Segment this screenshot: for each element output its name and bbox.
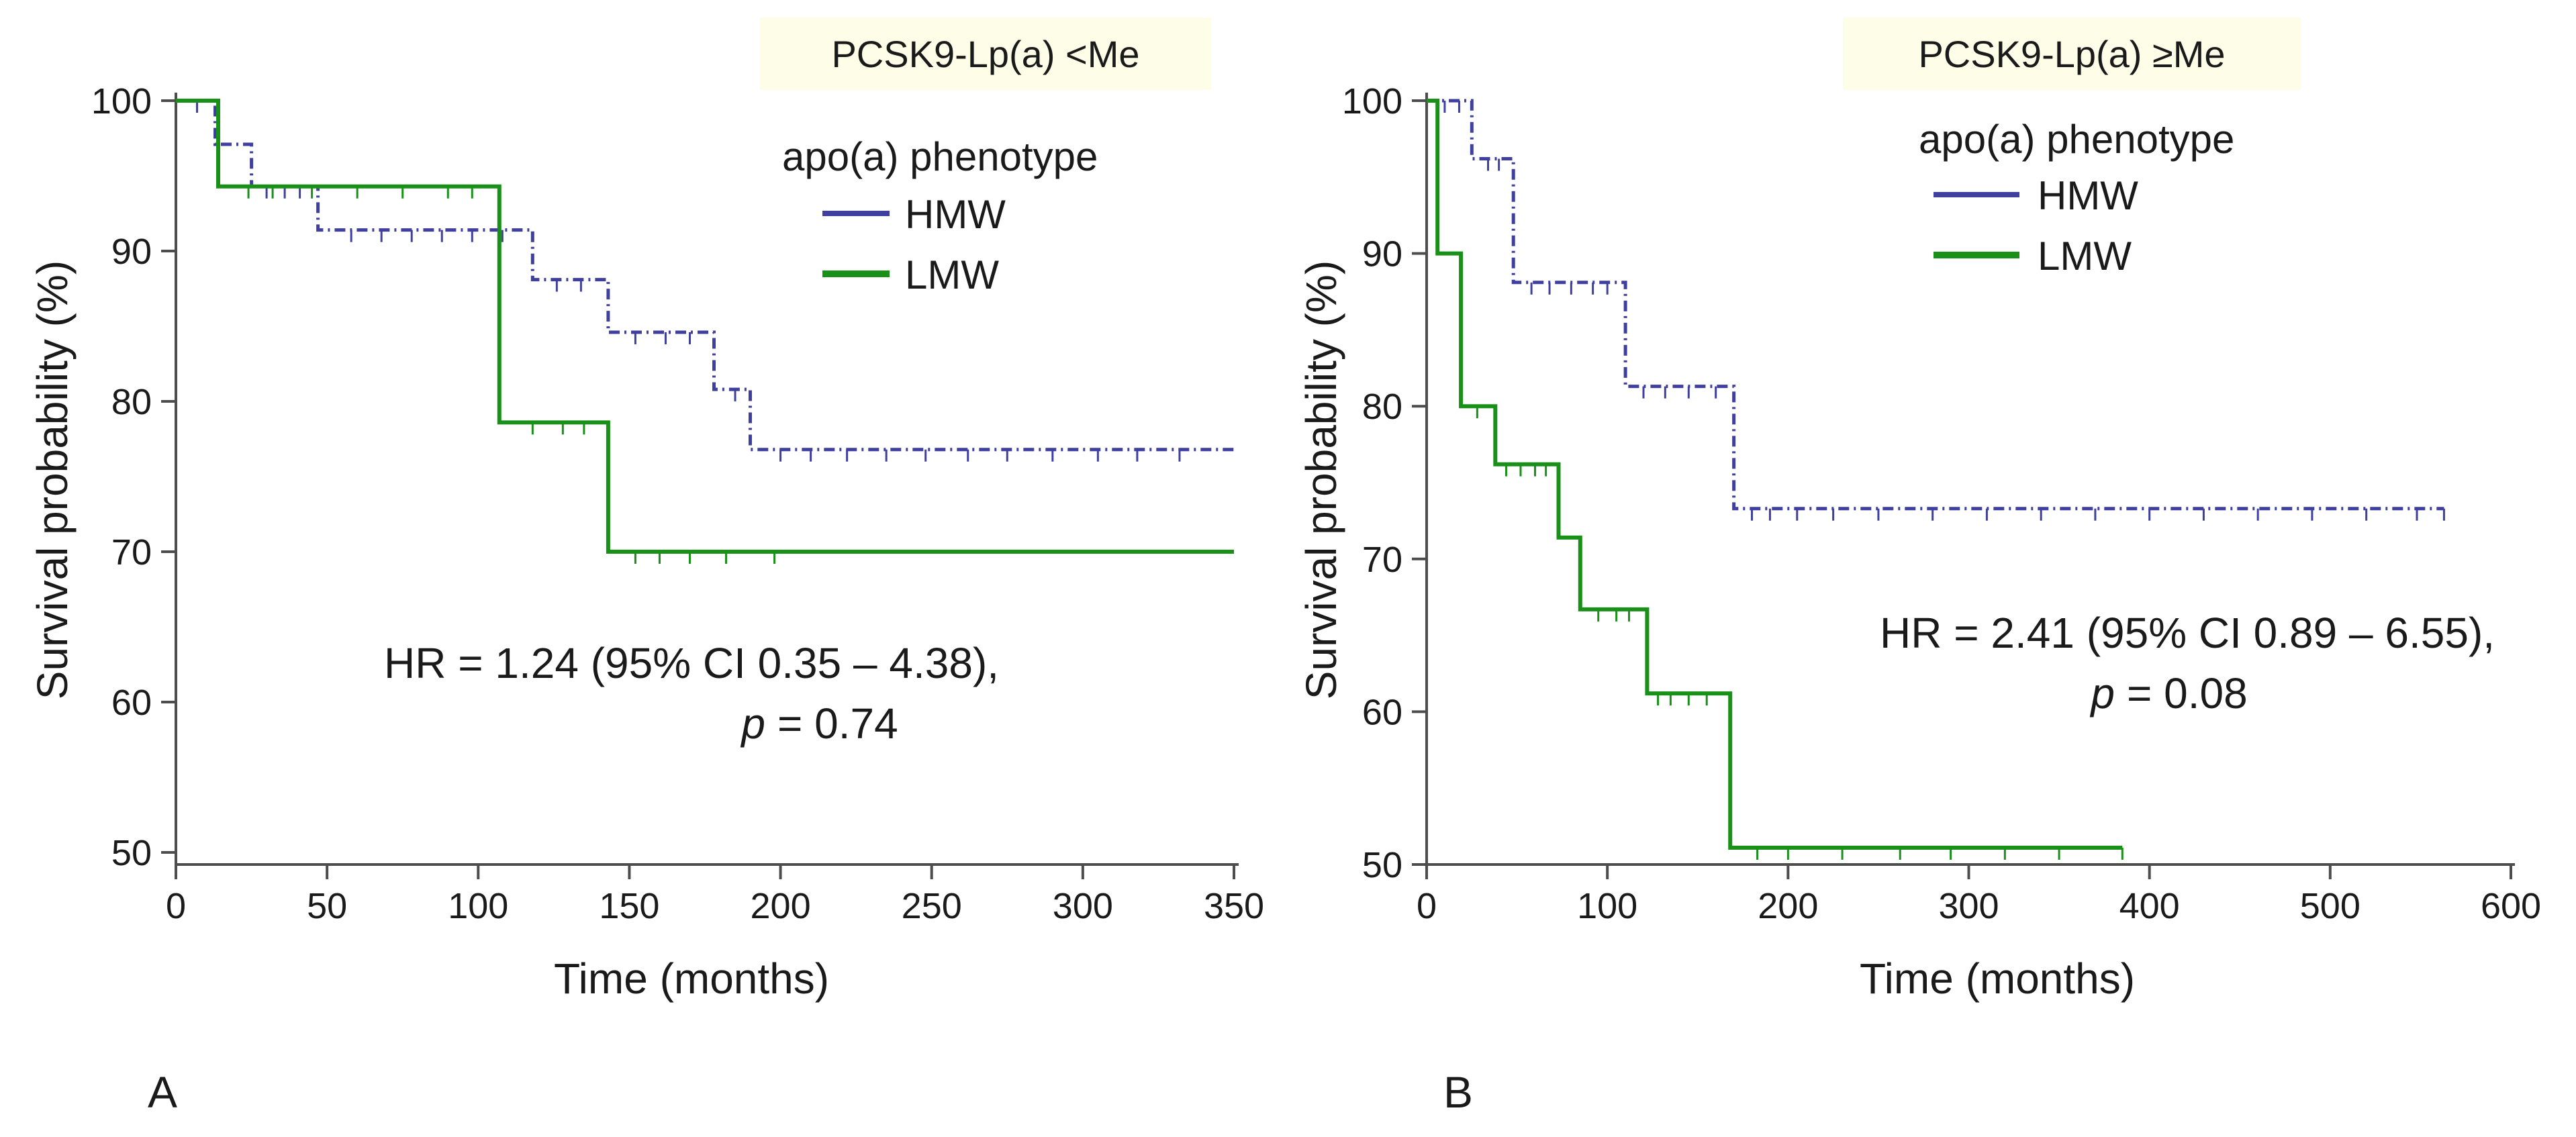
- panel-b-y-tick-label: 70: [1362, 540, 1402, 580]
- panel-b-hmw-curve: [1427, 99, 2444, 511]
- panel-b-x-tick-label: 100: [1577, 886, 1637, 926]
- panel-b-legend: apo(a) phenotype HMW LMW: [1919, 117, 2234, 279]
- panel-b-y-tick-label: 50: [1362, 845, 1402, 885]
- panel-b-x-tick-label: 500: [2300, 886, 2360, 926]
- panel-a-y-tick-label: 80: [111, 382, 152, 422]
- panel-b-y-tick-label: 100: [1342, 81, 1402, 121]
- panel-a-legend-hmw-label: HMW: [905, 192, 1006, 237]
- panel-a-p-value: = 0.74: [777, 699, 898, 748]
- panel-a-x-tick-label: 300: [1053, 886, 1113, 926]
- panel-a-y-tick-label: 50: [111, 833, 152, 873]
- panel-b-x-tick-label: 200: [1758, 886, 1818, 926]
- panel-a-x-tick-label: 350: [1204, 886, 1264, 926]
- panel-b-x-tick-label: 300: [1938, 886, 1999, 926]
- panel-b-p-symbol: p: [2089, 669, 2115, 718]
- panel-b-y-tick-label: 60: [1362, 692, 1402, 732]
- panel-a-x-tick-label: 100: [448, 886, 508, 926]
- panel-a-y-tick-label: 90: [111, 232, 152, 272]
- panel-a-legend-lmw-label: LMW: [905, 252, 999, 297]
- panel-b-hr-text: HR = 2.41 (95% CI 0.89 – 6.55),: [1880, 609, 2495, 657]
- panel-a-x-axis-title: Time (months): [554, 954, 829, 1003]
- panel-b-legend-title: apo(a) phenotype: [1919, 117, 2234, 162]
- panel-b-y-axis-title: Survival probability (%): [1297, 260, 1345, 699]
- panel-a-subset-label: PCSK9-Lp(a) <Me: [831, 33, 1139, 75]
- panel-b-x-axis-title: Time (months): [1860, 954, 2135, 1003]
- panel-a-lmw-curve: [176, 99, 1234, 554]
- panel-a-p-symbol: p: [740, 699, 765, 748]
- panel-a-x-tick-label: 200: [751, 886, 811, 926]
- panel-a: PCSK9-Lp(a) <Me 0 50 100 150 200 250 300 350 50 6…: [28, 17, 1264, 1117]
- panel-a-legend: apo(a) phenotype HMW LMW: [782, 134, 1098, 297]
- panel-a-hr-text: HR = 1.24 (95% CI 0.35 – 4.38),: [384, 639, 999, 687]
- panel-b: PCSK9-Lp(a) ≥Me 0 100 200 300 400 500 600 50 60 7…: [1297, 17, 2541, 1117]
- panel-a-subset-box: [760, 17, 1211, 90]
- panel-b-x-tick-label: 600: [2481, 886, 2541, 926]
- panel-a-x-tick-label: 0: [166, 886, 186, 926]
- panel-b-letter: B: [1443, 1067, 1473, 1117]
- panel-a-letter: A: [148, 1067, 177, 1117]
- panel-b-subset-label: PCSK9-Lp(a) ≥Me: [1918, 33, 2225, 75]
- panel-b-lmw-curve: [1427, 99, 2123, 850]
- panel-a-axes: [175, 93, 1239, 866]
- panel-b-y-tick-label: 80: [1362, 387, 1402, 427]
- panel-b-subset-box: [1843, 17, 2301, 90]
- panel-a-y-tick-label: 60: [111, 683, 152, 723]
- panel-b-legend-lmw-label: LMW: [2038, 234, 2132, 279]
- panel-b-legend-hmw-label: HMW: [2038, 173, 2138, 218]
- panel-a-x-tick-label: 50: [307, 886, 347, 926]
- panel-a-y-axis-title: Survival probability (%): [28, 260, 77, 699]
- panel-b-x-tick-label: 0: [1417, 886, 1437, 926]
- panel-a-y-tick-label: 100: [91, 81, 152, 121]
- panel-a-x-tick-label: 250: [902, 886, 962, 926]
- panel-b-x-tick-label: 400: [2119, 886, 2180, 926]
- panel-a-legend-title: apo(a) phenotype: [782, 134, 1098, 179]
- panel-a-x-tick-label: 150: [599, 886, 659, 926]
- panel-b-y-tick-label: 90: [1362, 234, 1402, 275]
- panel-b-p-value: = 0.08: [2127, 669, 2248, 718]
- panel-a-y-tick-label: 70: [111, 532, 152, 573]
- panel-b-axes: [1425, 93, 2515, 866]
- panel-a-hmw-curve: [176, 99, 1234, 452]
